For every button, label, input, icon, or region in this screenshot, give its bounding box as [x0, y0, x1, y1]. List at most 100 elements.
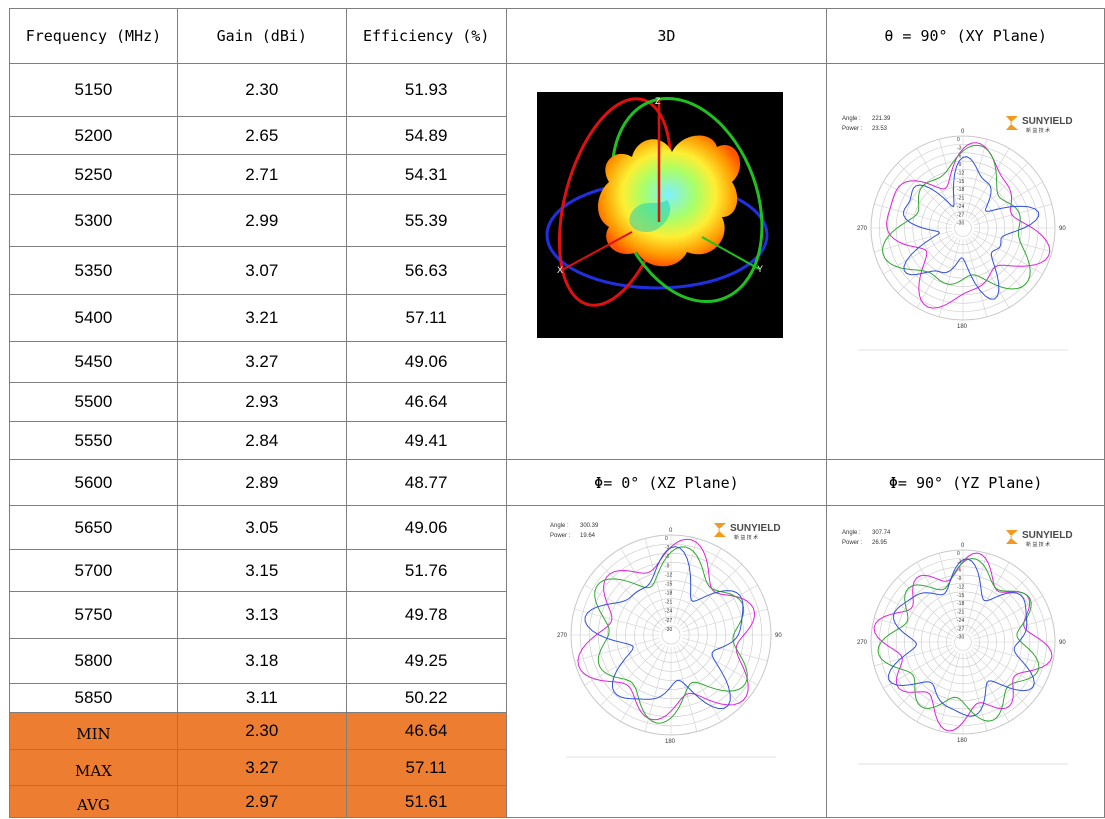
gain-cell: 3.27: [176, 341, 347, 383]
ring-label: -30: [957, 221, 964, 227]
freq-cell: 5400: [9, 294, 178, 342]
gain-cell: 3.05: [176, 505, 347, 550]
polar-spoke: [897, 649, 956, 708]
ring-label: -18: [957, 601, 964, 607]
efficiency-cell: 48.77: [345, 459, 507, 506]
freq-cell: 5750: [9, 591, 178, 639]
ring-label: -27: [665, 618, 672, 624]
pattern-series-2: [881, 144, 1031, 290]
logo-subtext: 新 益 技 术: [734, 534, 758, 541]
freq-cell: 5650: [9, 505, 178, 550]
stat-efficiency: 46.64: [345, 712, 507, 750]
polar-spoke: [682, 637, 768, 662]
freq-cell: 5150: [9, 63, 178, 117]
pattern-series-2: [877, 557, 1040, 722]
table-row: 5750 3.13 49.78: [9, 591, 1105, 639]
3d-axis-y-label: Y: [757, 264, 763, 274]
gain-cell: 2.89: [176, 459, 347, 506]
gain-cell: 3.18: [176, 638, 347, 684]
angle-label: Angle :: [842, 530, 861, 536]
polar-spoke: [973, 644, 1052, 667]
ring-label: 0: [957, 551, 960, 557]
polar-spoke: [972, 647, 1043, 689]
gain-cell: 2.71: [176, 154, 347, 195]
freq-cell: 5250: [9, 154, 178, 195]
polar-spoke: [897, 235, 956, 294]
freq-cell: 5850: [9, 683, 178, 713]
angle-value: 307.74: [872, 530, 891, 536]
ring-label: -3: [665, 545, 670, 551]
efficiency-cell: 49.41: [345, 421, 507, 460]
logo-text: SUNYIELD: [730, 523, 781, 534]
direction-label-90: 90: [775, 633, 782, 639]
polar-spoke: [972, 595, 1043, 637]
polar-spoke: [574, 637, 660, 662]
angle-value: 221.39: [872, 116, 891, 122]
table-row: 5550 2.84 49.41: [9, 421, 1105, 460]
polar-spoke: [965, 553, 988, 632]
ring-label: -12: [957, 584, 964, 590]
stat-row-min: MIN 2.30 46.64: [9, 712, 1105, 750]
stat-row-avg: AVG 2.97 51.61: [9, 785, 1105, 818]
direction-label-270: 270: [557, 633, 568, 639]
logo-mark: [1006, 530, 1018, 544]
3d-axis-x-label: X: [557, 265, 563, 275]
polar-spoke: [973, 203, 1052, 226]
direction-label-180: 180: [665, 739, 676, 745]
pattern-series-3: [887, 558, 1035, 717]
polar-spoke: [681, 640, 758, 686]
direction-label-270: 270: [857, 226, 868, 232]
ring-label: -30: [665, 627, 672, 633]
logo-mark: [1006, 116, 1018, 130]
polar-spoke: [968, 237, 1010, 308]
polar-spoke: [874, 617, 953, 640]
pattern-series-3: [584, 546, 744, 710]
efficiency-cell: 49.78: [345, 591, 507, 639]
polar-spoke: [883, 233, 954, 275]
ring-label: -21: [957, 610, 964, 616]
power-value: 19.64: [580, 533, 596, 539]
table-row: 5600 2.89 48.77 Φ= 0° (XZ Plane) Φ= 90° (YZ …: [9, 459, 1105, 506]
stat-gain: 2.97: [176, 785, 347, 818]
power-value: 26.95: [872, 540, 888, 546]
polar-spoke: [938, 238, 961, 317]
polar-ring: [954, 633, 972, 651]
stat-label: MIN: [9, 712, 178, 750]
ring-label: -6: [957, 568, 962, 574]
freq-cell: 5800: [9, 638, 178, 684]
polar-spoke: [676, 548, 722, 625]
efficiency-cell: 46.64: [345, 382, 507, 422]
polar-spoke: [897, 576, 956, 635]
polar-spoke: [681, 584, 758, 630]
freq-cell: 5300: [9, 194, 178, 247]
polar-spoke: [644, 646, 669, 732]
header-efficiency: Efficiency (%): [345, 8, 507, 64]
ring-label: -30: [957, 635, 964, 641]
polar-spoke: [972, 233, 1043, 275]
direction-label-180: 180: [957, 738, 968, 744]
table-row: 5450 3.27 49.06: [9, 341, 1105, 383]
table-row: 5200 2.65 54.89: [9, 116, 1105, 155]
stat-gain: 2.30: [176, 712, 347, 750]
direction-label-90: 90: [1059, 640, 1066, 646]
gain-cell: 3.15: [176, 549, 347, 592]
gain-cell: 3.21: [176, 294, 347, 342]
polar-spoke: [968, 651, 1010, 722]
polar-ring: [954, 219, 972, 237]
ring-label: -27: [957, 212, 964, 218]
pattern-series-1: [886, 142, 1051, 309]
gain-cell: 2.30: [176, 63, 347, 117]
direction-label-180: 180: [957, 324, 968, 330]
pattern-series-1: [873, 552, 1053, 732]
header-yz-plane: Φ= 90° (YZ Plane): [826, 459, 1105, 506]
freq-cell: 5350: [9, 246, 178, 295]
header-3d: 3D: [505, 8, 828, 64]
freq-cell: 5550: [9, 421, 178, 460]
polar-spoke: [965, 139, 988, 218]
freq-cell: 5700: [9, 549, 178, 592]
polar-spoke: [965, 238, 988, 317]
efficiency-cell: 50.22: [345, 683, 507, 713]
ring-label: -24: [665, 609, 672, 615]
power-label: Power :: [842, 126, 863, 132]
